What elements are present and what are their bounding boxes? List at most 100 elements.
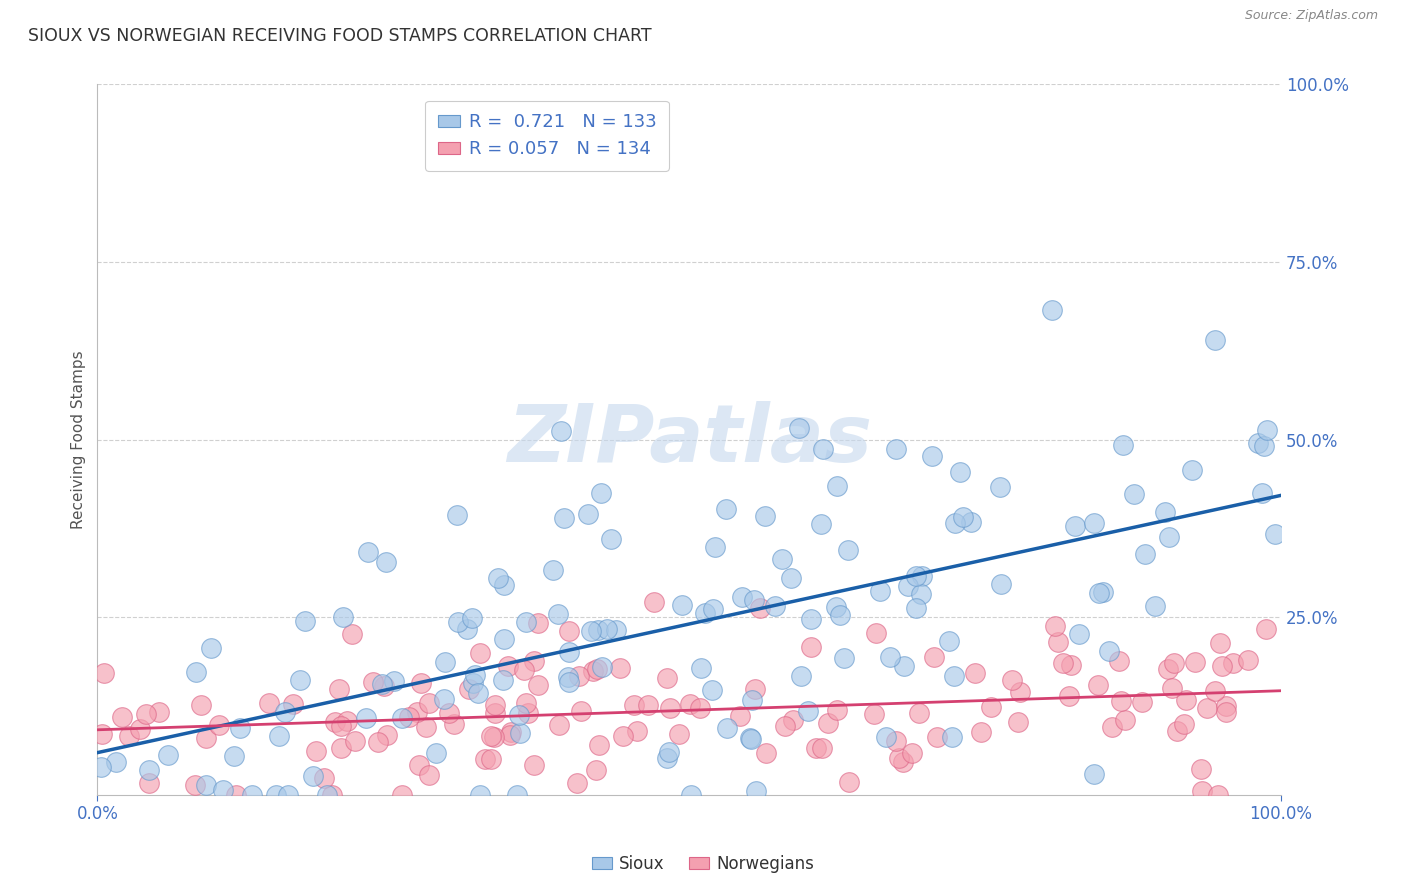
- Point: [377, 728, 399, 742]
- Text: ZIPatlas: ZIPatlas: [506, 401, 872, 479]
- Point: [825, 479, 848, 493]
- Point: [754, 508, 776, 523]
- Point: [703, 540, 725, 554]
- Point: [679, 697, 702, 711]
- Point: [156, 748, 179, 763]
- Point: [810, 740, 832, 755]
- Point: [658, 745, 681, 759]
- Point: [492, 673, 515, 688]
- Text: Source: ZipAtlas.com: Source: ZipAtlas.com: [1244, 9, 1378, 22]
- Point: [591, 659, 613, 673]
- Point: [1114, 714, 1136, 728]
- Point: [1083, 767, 1105, 781]
- Point: [893, 659, 915, 673]
- Point: [415, 720, 437, 734]
- Point: [1166, 724, 1188, 739]
- Point: [316, 788, 339, 802]
- Point: [588, 739, 610, 753]
- Point: [738, 731, 761, 745]
- Point: [558, 624, 581, 639]
- Point: [294, 614, 316, 628]
- Point: [111, 710, 134, 724]
- Point: [681, 788, 703, 802]
- Point: [1173, 717, 1195, 731]
- Point: [789, 420, 811, 434]
- Point: [515, 615, 537, 629]
- Point: [373, 679, 395, 693]
- Point: [879, 649, 901, 664]
- Point: [482, 730, 505, 744]
- Point: [800, 640, 823, 654]
- Point: [200, 641, 222, 656]
- Point: [461, 610, 484, 624]
- Point: [655, 751, 678, 765]
- Point: [464, 667, 486, 681]
- Point: [690, 660, 713, 674]
- Point: [797, 704, 820, 718]
- Point: [1184, 655, 1206, 669]
- Point: [513, 663, 536, 677]
- Point: [1043, 618, 1066, 632]
- Point: [941, 730, 963, 744]
- Point: [330, 741, 353, 756]
- Point: [1247, 436, 1270, 450]
- Point: [90, 759, 112, 773]
- Point: [990, 577, 1012, 591]
- Point: [523, 654, 546, 668]
- Point: [443, 717, 465, 731]
- Point: [517, 706, 540, 720]
- Point: [668, 727, 690, 741]
- Point: [875, 731, 897, 745]
- Point: [1059, 657, 1081, 672]
- Point: [461, 676, 484, 690]
- Point: [523, 758, 546, 772]
- Point: [782, 714, 804, 728]
- Point: [1211, 659, 1233, 673]
- Point: [391, 788, 413, 802]
- Point: [952, 510, 974, 524]
- Point: [367, 734, 389, 748]
- Point: [229, 721, 252, 735]
- Point: [468, 788, 491, 802]
- Point: [418, 768, 440, 782]
- Point: [938, 634, 960, 648]
- Point: [1215, 699, 1237, 714]
- Point: [1112, 438, 1135, 452]
- Point: [742, 593, 765, 607]
- Point: [773, 719, 796, 733]
- Point: [1209, 636, 1232, 650]
- Point: [374, 555, 396, 569]
- Point: [288, 673, 311, 688]
- Point: [728, 709, 751, 723]
- Point: [779, 571, 801, 585]
- Point: [336, 714, 359, 728]
- Point: [129, 722, 152, 736]
- Point: [474, 752, 496, 766]
- Point: [837, 775, 859, 789]
- Point: [905, 601, 928, 615]
- Point: [567, 776, 589, 790]
- Point: [323, 714, 346, 729]
- Point: [508, 708, 530, 723]
- Point: [576, 507, 599, 521]
- Point: [259, 696, 281, 710]
- Point: [1064, 518, 1087, 533]
- Point: [862, 706, 884, 721]
- Point: [361, 674, 384, 689]
- Point: [118, 729, 141, 743]
- Point: [770, 552, 793, 566]
- Point: [515, 696, 537, 710]
- Y-axis label: Receiving Food Stamps: Receiving Food Stamps: [72, 351, 86, 529]
- Point: [586, 624, 609, 638]
- Point: [505, 788, 527, 802]
- Point: [716, 721, 738, 735]
- Point: [942, 669, 965, 683]
- Point: [582, 664, 605, 678]
- Point: [911, 569, 934, 583]
- Point: [467, 686, 489, 700]
- Point: [547, 718, 569, 732]
- Point: [432, 692, 454, 706]
- Point: [1256, 423, 1278, 437]
- Point: [1204, 333, 1226, 347]
- Point: [134, 707, 156, 722]
